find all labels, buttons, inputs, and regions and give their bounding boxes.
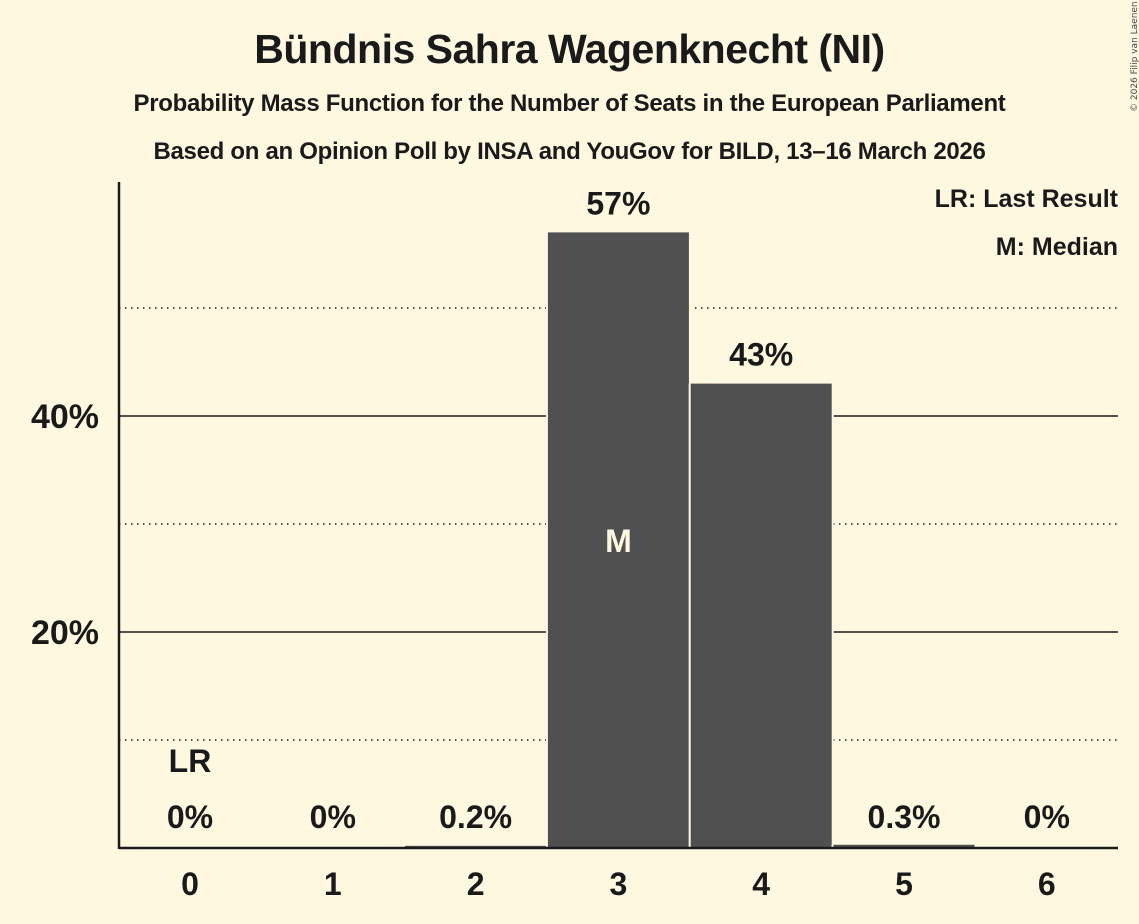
chart-source: Based on an Opinion Poll by INSA and You… (153, 138, 986, 165)
legend-median: M: Median (995, 233, 1118, 261)
x-tick-label: 4 (752, 866, 770, 902)
chart-subtitle: Probability Mass Function for the Number… (133, 90, 1006, 117)
last-result-marker: LR (169, 743, 212, 779)
bar-seats-3 (547, 232, 689, 848)
legend-last-result: LR: Last Result (934, 185, 1118, 213)
bar-value-label: 57% (586, 185, 650, 221)
x-tick-label: 3 (610, 866, 628, 902)
bar-seats-5 (833, 844, 975, 848)
bar-value-label: 0% (310, 799, 356, 835)
bar-value-label: 43% (729, 337, 793, 373)
y-tick-label: 40% (31, 398, 99, 436)
chart-title: Bündnis Sahra Wagenknecht (NI) (254, 26, 885, 72)
bar-value-label: 0.3% (868, 799, 941, 835)
x-tick-label: 2 (467, 866, 485, 902)
bar-value-label: 0% (1024, 799, 1070, 835)
median-marker: M (605, 523, 632, 559)
x-tick-label: 6 (1038, 866, 1056, 902)
bar-value-label: 0% (167, 799, 213, 835)
x-tick-label: 1 (324, 866, 342, 902)
x-tick-label: 5 (895, 866, 913, 902)
x-tick-label: 0 (181, 866, 199, 902)
y-tick-label: 20% (31, 614, 99, 652)
bar-value-label: 0.2% (439, 799, 512, 835)
bar-seats-4 (690, 383, 832, 848)
